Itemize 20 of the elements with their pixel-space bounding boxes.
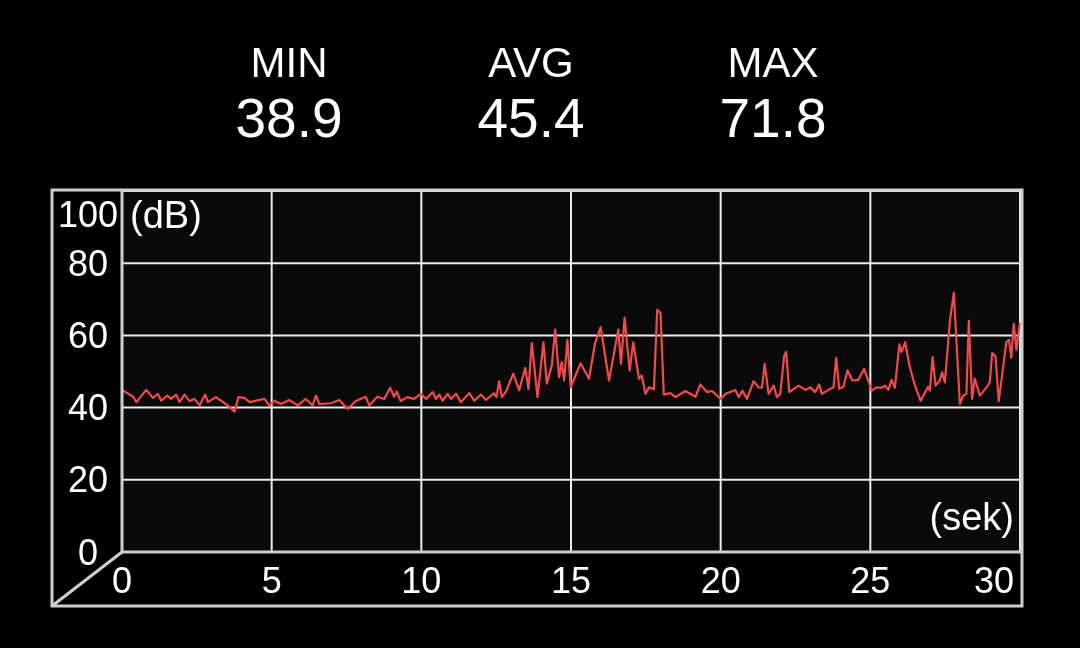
x-tick-label: 20	[700, 559, 741, 601]
x-tick-label: 15	[550, 559, 592, 601]
text: 71.8	[719, 87, 827, 149]
y-tick-label: 60	[67, 314, 109, 356]
y-tick-label: 40	[67, 387, 109, 429]
x-tick-label: 5	[261, 559, 282, 601]
x-tick-label: 10	[401, 559, 442, 601]
x-tick-label: 25	[850, 559, 891, 601]
x-axis-title: (sek)	[929, 496, 1014, 538]
text: MAX	[727, 38, 819, 86]
y-tick-label: 80	[67, 242, 109, 284]
text: MIN	[250, 38, 328, 86]
text: 45.4	[477, 87, 585, 149]
text: 38.9	[235, 87, 343, 149]
y-tick-label: 100	[57, 193, 119, 235]
y-axis-title: (dB)	[130, 194, 202, 236]
y-tick-label: 0	[77, 531, 99, 573]
y-tick-label: 20	[67, 459, 109, 501]
x-tick-label: 30	[973, 559, 1015, 601]
text: AVG	[488, 38, 574, 86]
